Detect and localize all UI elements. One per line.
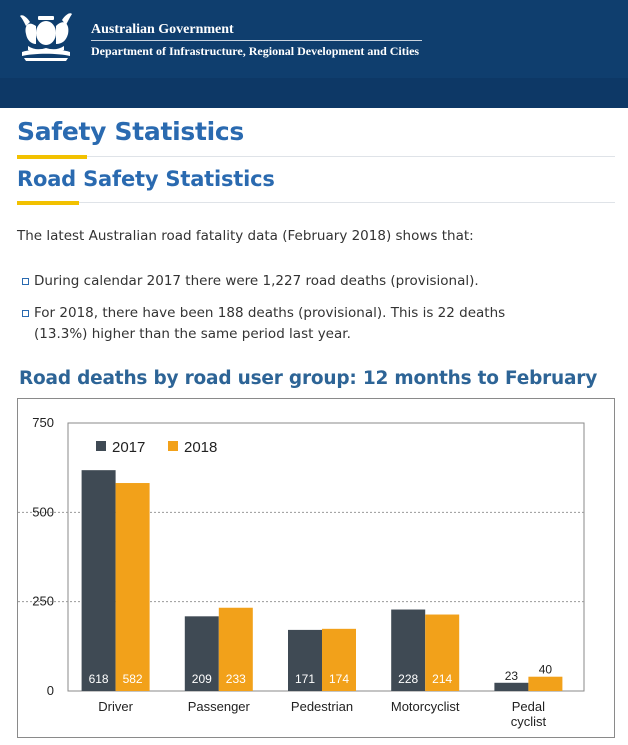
section-accent xyxy=(17,201,79,205)
x-tick-label: Motorcyclist xyxy=(391,699,460,714)
bullet-icon xyxy=(22,310,29,317)
bar-2018-pedestrian xyxy=(322,628,356,691)
government-name: Australian Government xyxy=(91,22,234,37)
data-label: 40 xyxy=(539,663,553,677)
data-label: 171 xyxy=(295,672,315,686)
intro-text: The latest Australian road fatality data… xyxy=(17,228,474,244)
data-label: 582 xyxy=(123,672,143,686)
bar-2018-pedal-cyclist xyxy=(528,676,563,691)
data-label: 618 xyxy=(89,672,109,686)
data-label: 209 xyxy=(192,672,212,686)
bar-chart: 0 250 500 750 618 582 Driver 209 233 Passenger 171… xyxy=(18,415,585,729)
y-tick-label: 500 xyxy=(32,504,54,519)
y-tick-label: 250 xyxy=(32,594,54,609)
bar-2018-driver xyxy=(115,483,150,691)
list-item-text: For 2018, there have been 188 deaths (pr… xyxy=(34,305,506,342)
x-tick-label: Pedal xyxy=(512,699,545,714)
data-label: 174 xyxy=(329,672,349,686)
title-divider xyxy=(87,156,615,157)
x-tick-label: Passenger xyxy=(188,699,251,714)
list-item: For 2018, there have been 188 deaths (pr… xyxy=(22,303,532,345)
x-tick-label: Pedestrian xyxy=(291,699,353,714)
data-label: 214 xyxy=(432,672,452,686)
coat-of-arms-icon xyxy=(20,13,72,61)
chart-title: Road deaths by road user group: 12 month… xyxy=(19,368,598,389)
legend-label: 2017 xyxy=(112,439,145,456)
y-tick-label: 750 xyxy=(32,415,54,430)
bullet-icon xyxy=(22,278,29,285)
legend-label: 2018 xyxy=(184,439,217,456)
chart-frame: 0 250 500 750 618 582 Driver 209 233 Passenger 171… xyxy=(17,398,615,738)
bar-2017-passenger xyxy=(184,616,219,691)
section-heading: Road Safety Statistics xyxy=(17,167,275,191)
header-divider xyxy=(91,40,422,41)
department-name: Department of Infrastructure, Regional D… xyxy=(91,44,420,58)
legend-swatch xyxy=(168,441,178,451)
bar-2018-passenger xyxy=(218,607,253,691)
x-tick-label: cyclist xyxy=(511,714,547,729)
x-tick-label: Driver xyxy=(98,699,133,714)
bar-2017-pedal-cyclist xyxy=(494,682,529,691)
bar-2017-pedestrian xyxy=(288,629,322,691)
government-header: Australian Government Department of Infr… xyxy=(0,0,628,108)
data-label: 233 xyxy=(226,672,246,686)
section-divider xyxy=(79,202,615,203)
data-label: 23 xyxy=(505,669,519,683)
bar-2017-driver xyxy=(81,470,116,691)
list-item-text: During calendar 2017 there were 1,227 ro… xyxy=(34,273,479,289)
data-label: 228 xyxy=(398,672,418,686)
list-item: During calendar 2017 there were 1,227 ro… xyxy=(22,271,532,292)
header-band xyxy=(0,78,628,108)
bar-2018-motorcyclist xyxy=(425,614,460,691)
title-accent xyxy=(17,155,87,159)
legend-swatch xyxy=(96,441,106,451)
page-title: Safety Statistics xyxy=(17,117,245,146)
y-tick-label: 0 xyxy=(47,683,54,698)
bar-2017-motorcyclist xyxy=(391,609,426,691)
